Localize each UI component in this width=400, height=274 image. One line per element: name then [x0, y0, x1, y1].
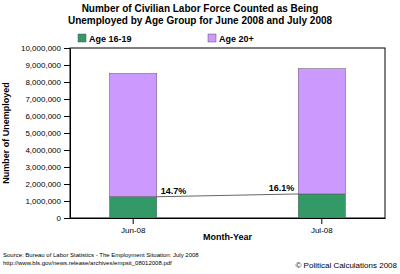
- legend-label: Age 20+: [219, 34, 254, 44]
- y-tick-label: 3,000,000: [25, 163, 61, 172]
- y-tick-label: 2,000,000: [25, 180, 61, 189]
- y-tick-mark: [64, 116, 70, 117]
- y-tick: 2,000,000: [25, 180, 70, 189]
- y-tick: 10,000,000: [21, 44, 70, 53]
- title: Number of Civilian Labor Force Counted a…: [82, 3, 319, 14]
- y-tick-label: 9,000,000: [25, 61, 61, 70]
- y-tick-mark: [64, 218, 70, 219]
- y-tick-label: 4,000,000: [25, 146, 61, 155]
- y-tick-mark: [64, 167, 70, 168]
- x-tick-label: Jun-08: [121, 226, 146, 235]
- legend-swatch: [208, 34, 216, 42]
- y-tick-mark: [64, 150, 70, 151]
- y-tick-label: 0: [57, 214, 62, 223]
- bar: [110, 74, 157, 197]
- bars: [110, 69, 346, 218]
- y-tick: 4,000,000: [25, 146, 70, 155]
- y-axis: 0 1,000,000 2,000,000 3,000,000 4,000,000 5,0…: [21, 44, 71, 223]
- y-axis-title: Number of Unemployed: [1, 82, 11, 184]
- y-axis-line: [70, 49, 71, 219]
- y-tick: 0: [57, 214, 70, 223]
- y-tick: 7,000,000: [25, 95, 70, 104]
- x-tick-label: Jul-08: [311, 226, 333, 235]
- y-tick-label: 7,000,000: [25, 95, 61, 104]
- y-tick-mark: [64, 99, 70, 100]
- legend-swatch: [78, 34, 86, 42]
- x-tick: Jun-08: [121, 218, 146, 235]
- plot-area: 0 1,000,000 2,000,000 3,000,000 4,000,000 5,0…: [21, 44, 386, 235]
- chart: Number of Civilian Labor Force Counted a…: [0, 0, 400, 274]
- legend-label: Age 16-19: [89, 34, 132, 44]
- plot-frame: [70, 48, 385, 218]
- x-tick-mark: [321, 218, 322, 224]
- y-tick-mark: [64, 65, 70, 66]
- credit: © Political Calculations 2008: [295, 261, 397, 270]
- y-tick: 3,000,000: [25, 163, 70, 172]
- y-tick-label: 8,000,000: [25, 78, 61, 87]
- y-tick: 9,000,000: [25, 61, 70, 70]
- bar: [298, 194, 345, 218]
- y-tick-mark: [64, 48, 70, 49]
- y-tick-label: 1,000,000: [25, 197, 61, 206]
- y-tick-mark: [64, 201, 70, 202]
- y-tick: 8,000,000: [25, 78, 70, 87]
- y-tick: 6,000,000: [25, 112, 70, 121]
- source: Source: Bureau of Labor Statistics - The…: [3, 252, 199, 258]
- y-tick: 5,000,000: [25, 129, 70, 138]
- x-axis-title: Month-Year: [203, 232, 253, 242]
- y-tick-label: 6,000,000: [25, 112, 61, 121]
- title: Unemployed by Age Group for June 2008 an…: [68, 15, 333, 26]
- annotation: 16.1%: [269, 183, 295, 193]
- y-tick-label: 5,000,000: [25, 129, 61, 138]
- x-tick: Jul-08: [311, 218, 333, 235]
- y-tick: 1,000,000: [25, 197, 70, 206]
- x-axis-line: [71, 218, 386, 219]
- y-tick-label: 10,000,000: [21, 44, 62, 53]
- bar: [110, 197, 157, 218]
- legend: Age 16-19 Age 20+: [78, 34, 254, 44]
- y-tick-mark: [64, 82, 70, 83]
- y-tick-mark: [64, 133, 70, 134]
- source: http://www.bls.gov/news.release/archives…: [3, 260, 172, 266]
- annotation: 14.7%: [161, 186, 187, 196]
- x-tick-mark: [133, 218, 134, 224]
- bar: [298, 69, 345, 194]
- y-tick-mark: [64, 184, 70, 185]
